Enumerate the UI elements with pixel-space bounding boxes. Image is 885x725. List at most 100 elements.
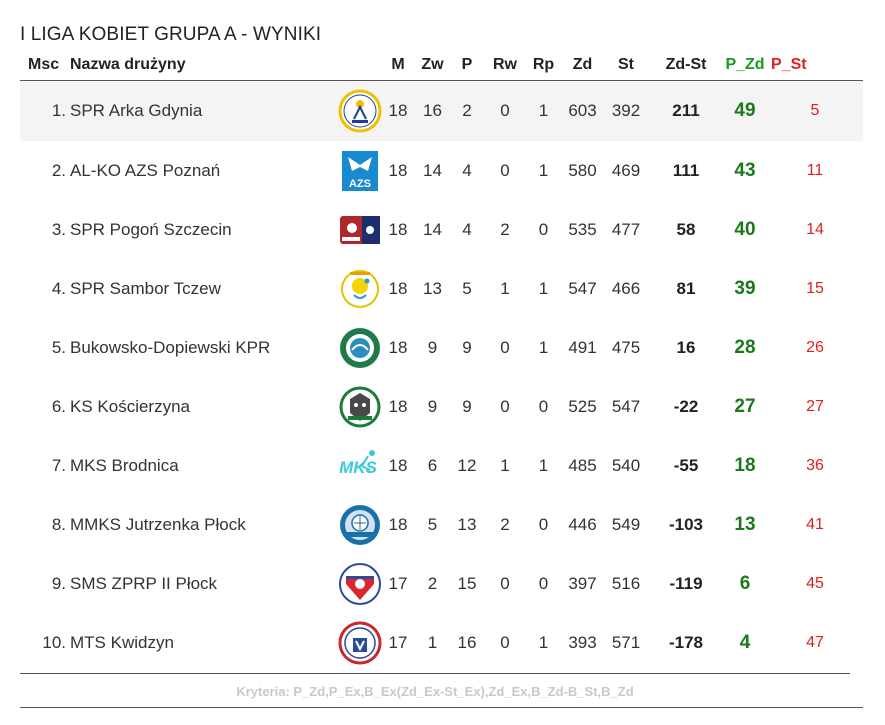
header-m[interactable]: M [380,50,416,81]
table-header-row: Msc Nazwa drużyny M Zw P Rw Rp Zd St Zd-… [20,50,863,81]
matches-cell: 17 [388,573,408,593]
points-for-cell: 39 [734,277,756,299]
sambor-tczew-logo-icon [338,267,382,311]
losses-cell: 12 [457,455,477,475]
wins-cell: 13 [423,278,442,298]
header-zw[interactable]: Zw [416,50,449,81]
points-for-cell: 27 [734,395,756,417]
points-against-cell: 11 [806,161,824,179]
matches-cell: 18 [388,514,408,534]
svg-text:MKS: MKS [339,458,377,477]
wins-cell: 2 [427,573,438,593]
goals-against-cell: 477 [611,219,641,239]
table-row[interactable]: 7. MKS Brodnica MKS 18 6 12 1 1 485 540 -55 18 36 [20,436,863,495]
draw-wins-cell: 0 [500,632,510,652]
goals-for-cell: 535 [568,219,597,239]
goals-for-cell: 580 [568,160,597,180]
team-logo-cell [338,554,381,613]
table-row[interactable]: 8. MMKS Jutrzenka Płock 18 5 13 2 0 446 549 -103 1… [20,495,863,554]
bukowsko-dopiewski-logo-icon [338,326,382,370]
goals-for-cell: 446 [568,514,597,534]
header-rp[interactable]: Rp [525,50,562,81]
team-name-cell[interactable]: MTS Kwidzyn [70,632,174,652]
jutrzenka-plock-logo-icon [338,503,382,547]
team-name-cell[interactable]: AL-KO AZS Poznań [70,160,221,180]
table-row[interactable]: 9. SMS ZPRP II Płock 17 2 15 0 0 397 516 -119 6 45 [20,554,863,613]
team-logo-cell [338,495,380,554]
team-logo-cell [338,200,380,259]
position-cell: 3. [51,219,66,239]
team-name-cell[interactable]: KS Kościerzyna [70,396,190,416]
draw-losses-cell: 0 [538,396,549,416]
points-for-cell: 40 [734,218,756,240]
footer-divider-top [20,673,850,674]
losses-cell: 4 [462,160,472,180]
team-name-cell[interactable]: MMKS Jutrzenka Płock [70,514,246,534]
draw-losses-cell: 1 [538,278,549,298]
goals-for-cell: 603 [562,80,603,141]
team-logo-cell [338,377,382,436]
position-cell: 2. [51,160,66,180]
draw-wins-cell: 0 [500,160,510,180]
goals-for-cell: 393 [568,632,597,652]
header-pzd[interactable]: P_Zd [723,50,767,81]
goals-against-cell: 469 [611,160,641,180]
team-name-cell[interactable]: Bukowsko-Dopiewski KPR [70,337,271,357]
table-row[interactable]: 6. KS Kościerzyna 18 9 9 0 0 525 547 -22 27 27 [20,377,863,436]
team-logo-cell [338,613,382,672]
table-row[interactable]: 1. SPR Arka Gdynia 18 16 2 0 1 603 392 211 49 5 [20,80,863,141]
points-against-cell: 15 [806,279,824,297]
points-for-cell: 28 [734,336,756,358]
wins-cell: 14 [423,160,442,180]
svg-text:AZS: AZS [349,178,371,190]
header-zd[interactable]: Zd [562,50,603,81]
points-against-cell: 26 [806,338,824,356]
matches-cell: 18 [388,396,408,416]
points-for-cell: 49 [723,80,767,141]
goals-for-cell: 397 [568,573,597,593]
arka-gdynia-logo-icon [338,89,382,133]
points-against-cell: 36 [806,456,824,474]
wins-cell: 16 [416,80,449,141]
goal-diff-cell: -103 [668,514,704,534]
points-against-cell: 14 [806,220,824,238]
wins-cell: 5 [427,514,438,534]
mts-kwidzyn-logo-icon [338,621,382,665]
wins-cell: 14 [423,219,442,239]
header-st[interactable]: St [603,50,649,81]
table-row[interactable]: 10. MTS Kwidzyn 17 1 16 0 1 393 571 -178 4 47 [20,613,863,672]
team-name-cell[interactable]: SMS ZPRP II Płock [70,573,218,593]
table-row[interactable]: 5. Bukowsko-Dopiewski KPR 18 9 9 0 1 491 475 16 28… [20,318,863,377]
header-rw[interactable]: Rw [485,50,525,81]
team-logo-cell [338,80,382,141]
draw-losses-cell: 1 [538,160,549,180]
draw-losses-cell: 1 [538,455,549,475]
draw-wins-cell: 1 [500,278,510,298]
goals-against-cell: 516 [611,573,641,593]
team-logo-cell: AZS [338,141,380,200]
goal-diff-cell: -22 [673,396,699,416]
header-name[interactable]: Nazwa drużyny [70,50,338,81]
table-row[interactable]: 3. SPR Pogoń Szczecin 18 14 4 2 0 535 477 58 40 14 [20,200,863,259]
team-name-cell[interactable]: SPR Sambor Tczew [70,278,221,298]
goals-against-cell: 392 [603,80,649,141]
team-name-cell[interactable]: MKS Brodnica [70,455,179,475]
header-msc[interactable]: Msc [20,50,70,81]
draw-wins-cell: 1 [500,455,510,475]
goals-against-cell: 549 [611,514,641,534]
koscierzyna-logo-icon [338,385,382,429]
header-pst[interactable]: P_St [767,50,863,81]
page-title: I LIGA KOBIET GRUPA A - WYNIKI [20,24,322,45]
matches-cell: 18 [388,219,408,239]
team-logo-cell [338,318,380,377]
table-row[interactable]: 4. SPR Sambor Tczew 18 13 5 1 1 547 466 81 39 15 [20,259,863,318]
wins-cell: 9 [427,337,438,357]
header-p[interactable]: P [449,50,485,81]
team-name-cell[interactable]: SPR Pogoń Szczecin [70,219,232,239]
goal-diff-cell: -178 [668,632,704,652]
header-zdst[interactable]: Zd-St [649,50,723,81]
team-name-cell[interactable]: SPR Arka Gdynia [70,80,338,141]
table-row[interactable]: 2. AL-KO AZS Poznań AZS 18 14 4 0 1 580 469 111 43 1… [20,141,863,200]
header-logo [338,50,380,81]
goal-diff-cell: -119 [669,573,703,593]
